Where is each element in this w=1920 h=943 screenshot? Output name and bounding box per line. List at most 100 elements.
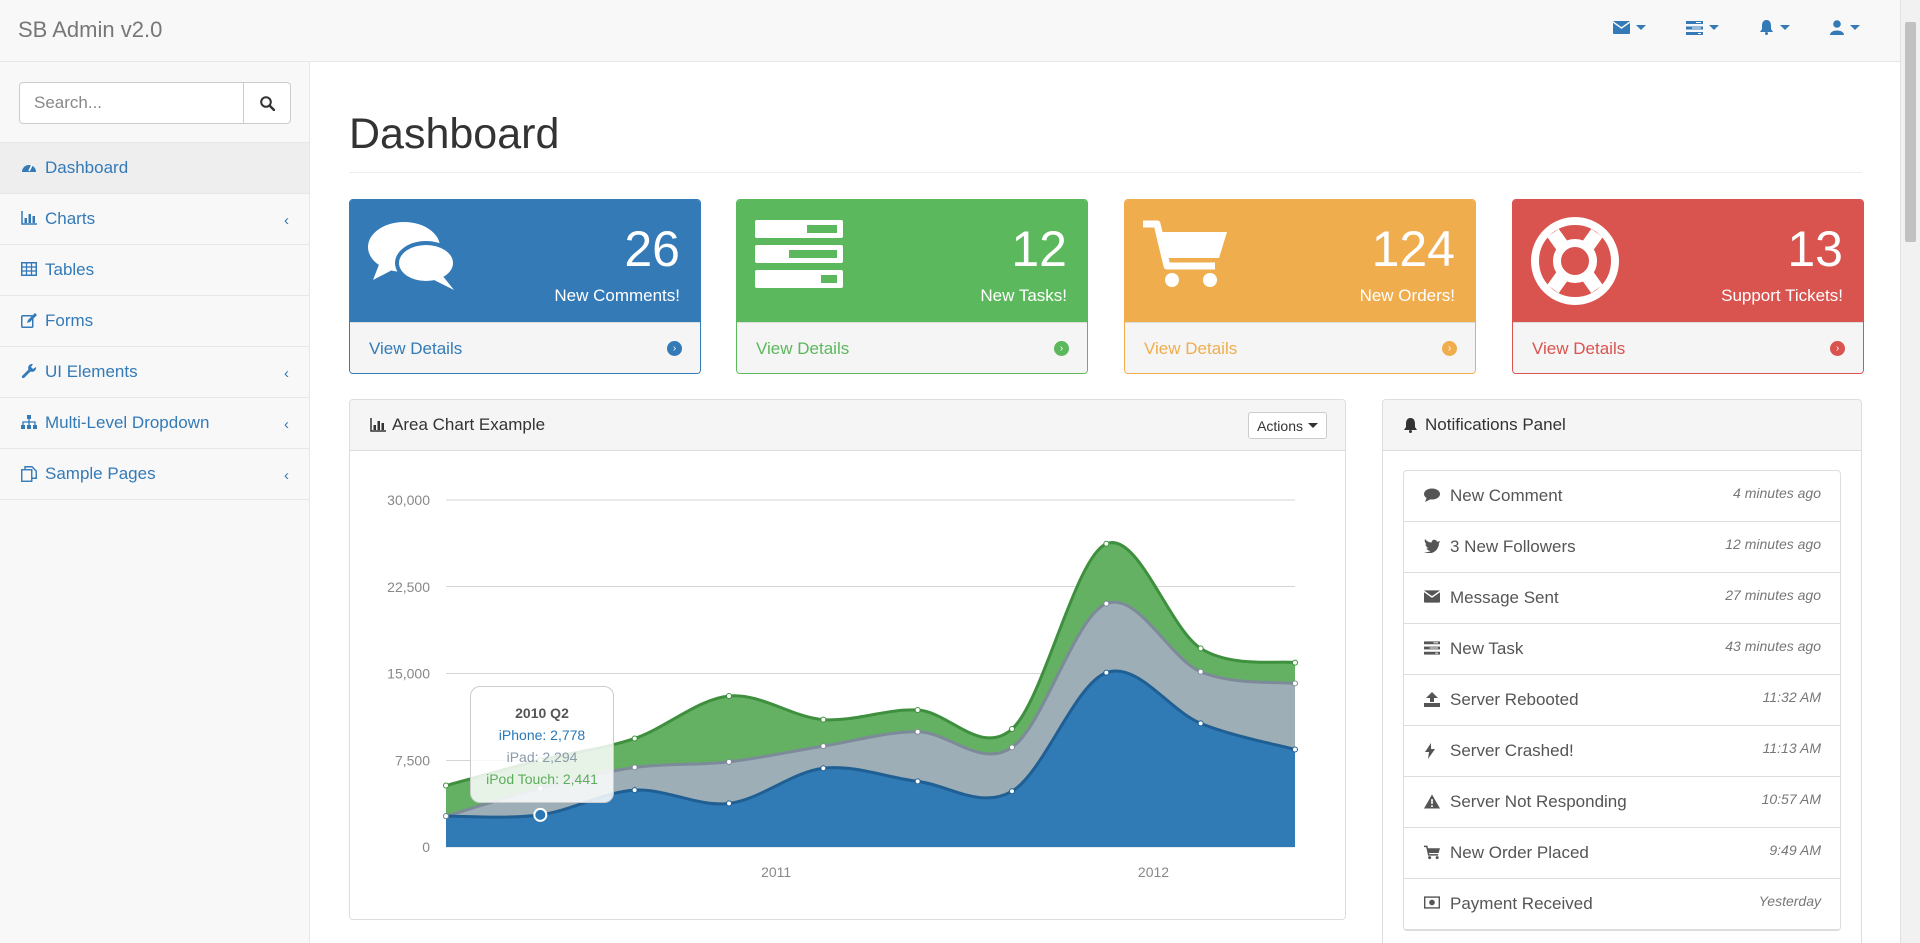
data-point [726, 800, 732, 807]
sidebar-search [19, 82, 291, 124]
view-details-link[interactable]: View Details › [350, 322, 700, 373]
data-point [631, 735, 638, 742]
bolt-icon [1424, 743, 1440, 759]
twitter-icon [1424, 539, 1440, 555]
notification-item[interactable]: New Order Placed 9:49 AM [1404, 828, 1840, 879]
notifications-panel: Notifications Panel New Comment 4 minute… [1382, 399, 1862, 943]
chevron-down-icon [1850, 25, 1860, 30]
notification-time: 43 minutes ago [1725, 638, 1821, 654]
view-details-label: View Details [1532, 338, 1626, 358]
messages-dropdown[interactable] [1613, 20, 1646, 35]
data-point [820, 765, 827, 772]
notification-time: 11:32 AM [1762, 689, 1821, 705]
envelope-icon [1613, 21, 1630, 34]
notification-item[interactable]: New Task 43 minutes ago [1404, 624, 1840, 675]
sidebar-item-label: Tables [45, 260, 95, 279]
notification-item[interactable]: Server Not Responding 10:57 AM [1404, 777, 1840, 828]
panel-heading: Area Chart Example Actions [350, 400, 1345, 451]
alerts-dropdown[interactable] [1759, 20, 1790, 35]
money-icon [1424, 896, 1440, 912]
data-point [1103, 600, 1110, 607]
top-nav-links [1613, 20, 1860, 35]
notification-item[interactable]: 3 New Followers 12 minutes ago [1404, 522, 1840, 573]
brand-logo[interactable]: SB Admin v2.0 [18, 17, 163, 42]
user-dropdown[interactable] [1830, 20, 1860, 35]
notification-item[interactable]: Message Sent 27 minutes ago [1404, 573, 1840, 624]
orders-stat-panel: 124 New Orders! View Details › [1124, 199, 1476, 374]
sidebar-menu: Dashboard Charts ‹ Tables Forms UI Eleme… [0, 142, 309, 500]
tasks-dropdown[interactable] [1686, 20, 1719, 35]
view-details-link[interactable]: View Details › [737, 322, 1087, 373]
sidebar: Dashboard Charts ‹ Tables Forms UI Eleme… [0, 62, 310, 943]
actions-label: Actions [1257, 417, 1303, 434]
tasks-icon [1424, 641, 1440, 657]
user-icon [1830, 20, 1844, 35]
hover-point [533, 807, 548, 822]
envelope-icon [1424, 590, 1440, 606]
dashboard-icon [21, 160, 37, 176]
data-point [914, 778, 921, 785]
notification-item[interactable]: Server Rebooted 11:32 AM [1404, 675, 1840, 726]
data-point [914, 707, 921, 714]
view-details-link[interactable]: View Details › [1125, 322, 1475, 373]
area-chart-panel: Area Chart Example Actions 0 7,500 15,000 2… [349, 399, 1346, 920]
stat-number: 26 [624, 221, 680, 277]
sidebar-item-label: UI Elements [45, 362, 138, 381]
data-point [1009, 788, 1015, 795]
search-input[interactable] [19, 82, 244, 124]
sidebar-item-label: Charts [45, 209, 96, 228]
tooltip-line-ipad: iPad: 2,294 [506, 749, 578, 765]
data-point [726, 693, 732, 700]
page-scrollbar[interactable] [1900, 0, 1920, 943]
notification-label: Server Rebooted [1450, 690, 1579, 709]
view-details-label: View Details [369, 338, 463, 358]
data-point [443, 813, 449, 820]
sidebar-item-charts[interactable]: Charts ‹ [0, 194, 309, 245]
notification-time: 11:13 AM [1762, 740, 1821, 756]
y-tick-label: 0 [422, 839, 430, 855]
files-icon [21, 466, 37, 482]
sidebar-item-sample-pages[interactable]: Sample Pages ‹ [0, 449, 309, 500]
panel-title: Notifications Panel [1425, 415, 1566, 434]
data-point [914, 728, 921, 735]
view-details-label: View Details [1144, 338, 1238, 358]
data-point [631, 764, 638, 771]
divider [349, 172, 1862, 173]
sidebar-item-forms[interactable]: Forms [0, 296, 309, 347]
data-point [443, 782, 449, 789]
upload-icon [1424, 692, 1440, 708]
stat-number: 12 [1011, 221, 1067, 277]
data-point [1292, 680, 1298, 687]
sidebar-item-tables[interactable]: Tables [0, 245, 309, 296]
y-tick-label: 22,500 [387, 579, 430, 595]
notification-label: Server Not Responding [1450, 792, 1627, 811]
search-button[interactable] [244, 82, 291, 124]
stat-label: New Comments! [554, 286, 680, 305]
data-point [820, 716, 827, 723]
sidebar-item-multi-level-dropdown[interactable]: Multi-Level Dropdown ‹ [0, 398, 309, 449]
notification-item[interactable]: New Comment 4 minutes ago [1404, 471, 1840, 522]
area-chart[interactable]: 0 7,500 15,000 22,500 30,000 2011 2012 [350, 451, 1345, 919]
search-icon [259, 95, 275, 111]
notification-item[interactable]: Server Crashed! 11:13 AM [1404, 726, 1840, 777]
data-point [631, 787, 638, 794]
sidebar-item-ui-elements[interactable]: UI Elements ‹ [0, 347, 309, 398]
view-details-label: View Details [756, 338, 850, 358]
arrow-circle-right-icon: › [1054, 341, 1069, 356]
notification-time: Yesterday [1758, 893, 1821, 909]
view-details-link[interactable]: View Details › [1513, 322, 1863, 373]
data-point [1009, 725, 1015, 732]
notification-list: New Comment 4 minutes ago 3 New Follower… [1403, 470, 1841, 931]
scrollbar-thumb[interactable] [1905, 22, 1916, 242]
comments-stat-panel: 26 New Comments! View Details › [349, 199, 701, 374]
sidebar-item-label: Forms [45, 311, 94, 330]
notification-item[interactable]: Payment Received Yesterday [1404, 879, 1840, 930]
actions-dropdown-button[interactable]: Actions [1248, 412, 1327, 439]
sidebar-item-dashboard[interactable]: Dashboard [0, 143, 309, 194]
tasks-stat-panel: 12 New Tasks! View Details › [736, 199, 1088, 374]
shopping-cart-icon [1143, 220, 1227, 287]
comment-icon [1424, 488, 1440, 504]
notification-label: New Task [1450, 639, 1524, 658]
y-tick-label: 30,000 [387, 492, 430, 508]
data-point [1103, 669, 1110, 676]
